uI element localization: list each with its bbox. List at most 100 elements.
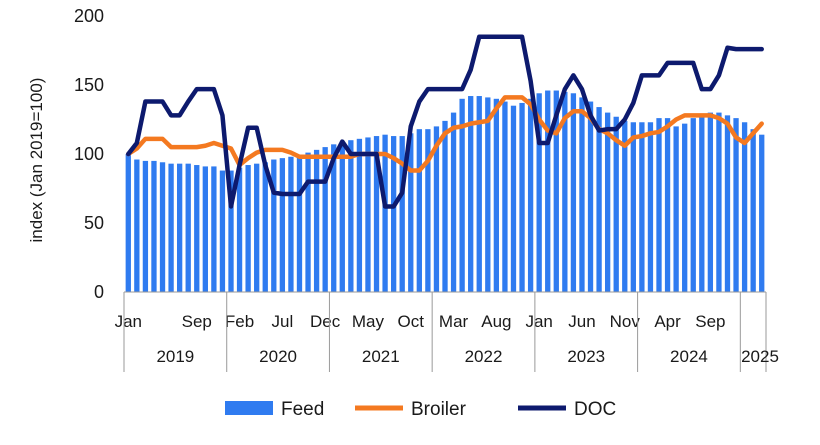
series-lines <box>126 34 764 209</box>
feed-bar <box>313 149 320 292</box>
feed-bar <box>305 152 311 292</box>
feed-bar <box>288 156 294 292</box>
doc-line <box>126 34 764 209</box>
feed-bar <box>142 160 149 292</box>
legend-swatch-feed <box>225 401 273 415</box>
legend: Feed Broiler DOC <box>225 399 616 420</box>
x-tick-label-month: Jan <box>525 312 552 331</box>
feed-bar <box>390 136 397 292</box>
feed-bar <box>271 159 277 292</box>
x-tick-label-month: Dec <box>310 312 341 331</box>
feed-bar <box>664 118 671 293</box>
x-tick-label-year: 2023 <box>567 347 605 366</box>
x-tick-label-month: May <box>352 312 385 331</box>
x-tick-label-year: 2020 <box>259 347 297 366</box>
feed-bar <box>331 144 337 292</box>
feed-bar <box>373 136 380 292</box>
feed-bar <box>604 112 611 292</box>
feed-bar <box>202 166 208 292</box>
feed-bar <box>639 122 645 292</box>
y-tick-label: 100 <box>74 144 104 164</box>
feed-bar <box>527 98 534 292</box>
feed-bar <box>408 133 414 292</box>
feed-bar <box>236 167 243 292</box>
feed-bar <box>416 129 422 292</box>
feed-bar <box>228 170 234 292</box>
x-tick-label-month: Mar <box>439 312 469 331</box>
broiler-line <box>126 95 764 173</box>
feed-bar <box>485 97 491 292</box>
feed-bar <box>262 162 268 292</box>
feed-bar <box>151 160 157 292</box>
x-tick-label-month: Jul <box>271 312 293 331</box>
feed-bars <box>125 90 765 293</box>
x-tick-label-month: Oct <box>398 312 425 331</box>
feed-bar <box>707 112 714 292</box>
feed-bar <box>254 163 260 292</box>
x-tick-label-year: 2019 <box>156 347 194 366</box>
feed-bar <box>596 107 602 292</box>
x-tick-label-year: 2025 <box>741 347 779 366</box>
feed-bar <box>125 154 131 292</box>
x-tick-label-month: Jun <box>568 312 595 331</box>
x-tick-label-month: Jan <box>115 312 142 331</box>
legend-label-feed: Feed <box>281 399 324 420</box>
feed-bar <box>442 120 448 292</box>
feed-bar <box>168 163 174 292</box>
y-axis-label: index (Jan 2019=100) <box>27 78 46 243</box>
feed-bar <box>356 138 363 292</box>
feed-bar <box>545 90 551 293</box>
feed-bar <box>724 115 731 292</box>
feed-bar <box>562 91 568 293</box>
feed-bar <box>733 118 739 293</box>
feed-bar <box>399 136 405 292</box>
feed-bar <box>759 134 765 292</box>
feed-bar <box>468 96 474 292</box>
feed-bar <box>279 158 286 292</box>
feed-bar <box>159 162 166 292</box>
feed-bar <box>502 101 508 292</box>
feed-bar <box>459 98 465 292</box>
feed-bar <box>476 96 482 292</box>
y-tick-label: 200 <box>74 6 104 26</box>
feed-bar <box>219 170 226 292</box>
feed-bar <box>134 159 140 292</box>
x-tick-label-year: 2024 <box>670 347 708 366</box>
x-tick-label-month: Apr <box>654 312 681 331</box>
feed-bar <box>716 112 722 292</box>
feed-bar <box>656 118 662 293</box>
feed-bar <box>185 163 191 292</box>
feed-bar <box>382 134 388 292</box>
feed-bar <box>348 140 354 292</box>
feed-bar <box>493 98 500 292</box>
feed-bar <box>194 165 200 292</box>
feed-bar <box>750 129 756 292</box>
feed-bar <box>322 147 328 292</box>
feed-bar <box>647 122 654 292</box>
feed-bar <box>339 141 345 292</box>
x-tick-label-month: Aug <box>481 312 511 331</box>
feed-bar <box>296 155 303 292</box>
feed-bar <box>673 126 679 293</box>
y-tick-label: 150 <box>74 75 104 95</box>
feed-bar <box>741 122 748 292</box>
x-tick-label-month: Sep <box>695 312 725 331</box>
feed-bar <box>553 90 559 293</box>
y-tick-label: 0 <box>94 282 104 302</box>
feed-bar <box>613 116 619 293</box>
feed-bar <box>365 137 371 292</box>
x-tick-label-month: Nov <box>610 312 641 331</box>
x-tick-label-year: 2022 <box>465 347 503 366</box>
feed-bar <box>450 112 457 292</box>
feed-bar <box>536 93 542 292</box>
feed-bar <box>579 97 585 292</box>
feed-bar <box>211 166 217 292</box>
legend-label-broiler: Broiler <box>411 399 467 420</box>
y-tick-label: 50 <box>84 213 104 233</box>
feed-bar <box>510 105 517 292</box>
legend-label-doc: DOC <box>574 399 616 420</box>
axes: 0 50 100 150 200 Jan Sep Feb Jul Dec May Oct Mar Aug J… <box>74 6 779 372</box>
feed-bar <box>690 118 696 293</box>
